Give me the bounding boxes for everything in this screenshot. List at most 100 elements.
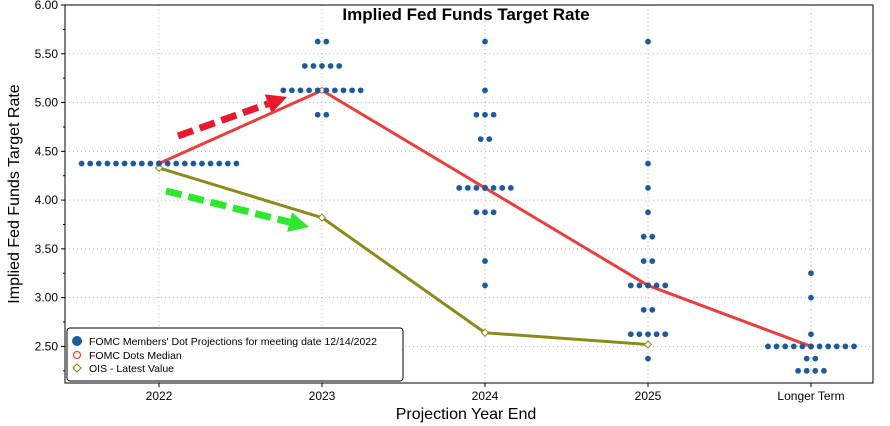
dot-projection: [473, 111, 480, 118]
axes: 2.50 3.00 3.50 4.00 4.50 5.00 5.50 6.00 2022 2023…: [35, 0, 845, 403]
dot-projection: [803, 367, 810, 374]
legend-median-marker: [72, 350, 82, 360]
legend-label-ois: OIS - Latest Value: [89, 363, 174, 375]
dot-projection: [199, 160, 205, 167]
dot-projection: [640, 258, 647, 264]
dot-projection: [233, 160, 240, 167]
dot-projection: [332, 87, 338, 94]
dot-projection: [456, 185, 463, 191]
x-tick-label: 2025: [635, 389, 662, 403]
dot-projection: [482, 87, 488, 94]
dot-projection: [653, 331, 660, 338]
legend-dot-marker: [72, 336, 82, 346]
chart-title: Implied Fed Funds Target Rate: [342, 5, 589, 24]
y-axis-title: Implied Fed Funds Target Rate: [6, 84, 23, 303]
legend-label-dots: FOMC Members' Dot Projections for meetin…: [89, 336, 377, 348]
dot-projection: [323, 38, 330, 45]
dot-projection: [224, 160, 231, 167]
dot-projection: [78, 160, 85, 167]
dot-projection: [636, 282, 643, 289]
dot-projection: [808, 331, 814, 338]
grid: [65, 5, 873, 383]
dot-projection: [310, 63, 317, 69]
legend-ois-marker: [72, 363, 82, 373]
legend-label-median: FOMC Dots Median: [89, 350, 182, 362]
dot-projection: [121, 160, 128, 167]
x-tick-label: Longer Term: [777, 389, 844, 403]
dot-projection: [340, 87, 347, 94]
y-tick-label: 3.50: [35, 242, 59, 256]
dot-projection: [851, 343, 857, 350]
dot-projection: [482, 185, 488, 191]
dot-projection: [499, 185, 506, 191]
dot-projection: [301, 63, 308, 69]
dot-projection: [799, 343, 806, 350]
y-tick-label: 5.00: [35, 96, 59, 110]
dot-projection: [645, 331, 651, 338]
dot-projection: [825, 343, 832, 350]
dot-projection: [645, 185, 651, 191]
plot-frame: [64, 4, 874, 384]
dot-projection: [833, 343, 840, 350]
dot-projection: [486, 136, 493, 143]
dot-projection: [490, 185, 497, 191]
dot-projection: [473, 185, 480, 191]
red-arrow-head: [264, 94, 287, 114]
ois-point: [480, 328, 490, 337]
x-axis-title: Projection Year End: [396, 406, 537, 423]
dot-projection: [95, 160, 102, 167]
x-tick-label: 2022: [146, 389, 173, 403]
dot-projection: [649, 306, 656, 313]
dot-projection: [490, 111, 497, 118]
dot-projection: [314, 38, 321, 45]
dot-projection: [808, 343, 814, 350]
dot-projection: [490, 209, 497, 216]
dot-projection: [803, 355, 810, 362]
dot-projection: [147, 160, 154, 167]
dot-projection: [649, 258, 656, 264]
dot-projection: [773, 343, 780, 350]
dot-projection: [477, 136, 484, 143]
annotation-arrows: [165, 94, 309, 232]
dot-projection: [482, 38, 488, 45]
dot-projection: [482, 209, 488, 216]
dot-projection: [482, 111, 488, 118]
dot-projection: [297, 87, 304, 94]
dot-projection: [357, 87, 364, 94]
dot-projection: [795, 367, 801, 374]
dot-projection: [130, 160, 137, 167]
dot-projection: [216, 160, 223, 167]
dot-projection: [816, 343, 823, 350]
ois-line: [158, 166, 649, 346]
dot-projection: [164, 160, 171, 167]
dot-projection: [808, 294, 814, 301]
dot-projection: [113, 160, 119, 167]
dot-projection: [812, 367, 819, 374]
dot-projection: [653, 282, 660, 289]
dot-projection: [662, 331, 669, 338]
dot-projection: [645, 355, 651, 362]
dot-projection: [482, 258, 488, 264]
ois-point: [154, 163, 164, 173]
dot-projection: [645, 282, 651, 289]
legend-box: [66, 327, 404, 382]
dot-projection: [207, 160, 214, 167]
y-tick-label: 3.00: [35, 291, 59, 305]
dot-projection: [627, 331, 634, 338]
dot-projection: [314, 87, 321, 94]
red-arrow-shaft: [176, 100, 270, 140]
dot-projection: [327, 63, 334, 69]
dot-projection: [319, 63, 325, 69]
dot-projection: [662, 282, 669, 289]
y-tick-label: 2.50: [35, 339, 59, 353]
dot-projection: [812, 355, 819, 362]
dot-projection: [636, 331, 643, 338]
dot-projection: [138, 160, 145, 167]
dot-projection: [336, 63, 343, 69]
dot-projection: [821, 367, 827, 374]
dot-series: [78, 38, 857, 374]
dot-projection: [289, 87, 295, 94]
ois-point: [317, 213, 327, 222]
dot-projection: [190, 160, 197, 167]
